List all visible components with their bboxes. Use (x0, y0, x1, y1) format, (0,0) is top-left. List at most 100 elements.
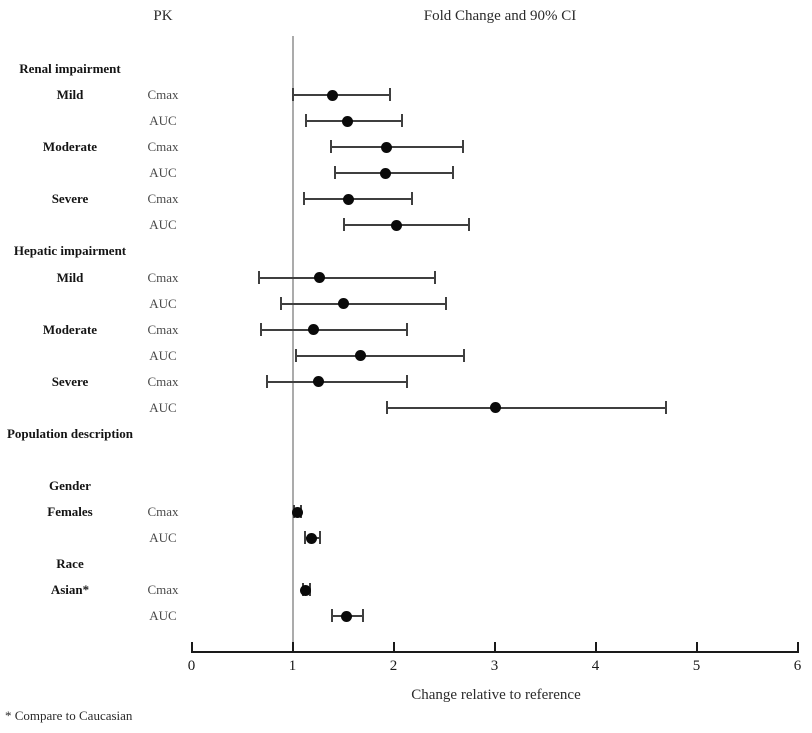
ci-cap-high (362, 609, 365, 623)
x-axis-tick (190, 641, 193, 651)
group-label: Mild (56, 87, 84, 103)
ci-cap-high (462, 140, 465, 154)
ci-line (334, 172, 454, 175)
group-label: Asian* (50, 582, 90, 598)
x-tick-label: 1 (288, 657, 297, 674)
ci-cap-low (266, 374, 269, 388)
x-axis-label: Change relative to reference (411, 687, 581, 703)
ci-line (281, 302, 446, 305)
ci-line (330, 146, 464, 149)
point-estimate (354, 350, 366, 362)
x-axis-tick (392, 641, 395, 651)
param-label: AUC (149, 347, 177, 363)
pk-column-title: PK (153, 8, 173, 24)
param-label: AUC (149, 399, 177, 415)
ci-cap-high (445, 296, 448, 310)
ci-line (303, 198, 412, 201)
param-label: Cmax (147, 191, 179, 207)
ci-line (387, 406, 667, 409)
param-label: Cmax (147, 582, 179, 598)
chart-title: Fold Change and 90% CI (423, 8, 577, 24)
point-estimate (379, 167, 391, 179)
ci-line (292, 94, 391, 97)
ci-cap-high (400, 114, 403, 128)
x-tick-label: 4 (591, 657, 600, 674)
x-axis-tick (695, 641, 698, 651)
group-label: Females (47, 504, 93, 520)
ci-cap-high (665, 400, 668, 414)
x-tick-label: 3 (490, 657, 499, 674)
x-tick-label: 0 (187, 657, 196, 674)
group-label: Mild (56, 269, 84, 285)
param-label: AUC (149, 165, 177, 181)
ci-cap-low (291, 88, 294, 102)
point-estimate (490, 402, 501, 414)
param-label: Cmax (147, 321, 179, 337)
ci-cap-high (405, 374, 408, 388)
ci-line (344, 224, 470, 227)
x-axis-tick (796, 641, 799, 651)
ci-cap-high (468, 218, 471, 232)
point-estimate (380, 141, 392, 153)
param-label: AUC (149, 217, 177, 233)
section-label: Renal impairment (19, 61, 121, 76)
x-tick-label: 2 (389, 657, 398, 674)
ci-line (261, 328, 407, 331)
ci-cap-high (463, 348, 466, 362)
param-label: Cmax (147, 373, 179, 389)
param-label: AUC (149, 113, 177, 129)
ci-cap-high (452, 166, 455, 180)
ci-cap-low (258, 270, 261, 284)
point-estimate (337, 298, 349, 310)
group-label: Gender (49, 478, 91, 494)
ci-line (259, 276, 435, 279)
ci-cap-high (318, 531, 321, 545)
ci-cap-low (330, 609, 333, 623)
param-label: Cmax (147, 269, 179, 285)
point-estimate (391, 219, 403, 231)
x-tick-label: 6 (793, 657, 802, 674)
param-label: AUC (149, 608, 177, 624)
point-estimate (341, 115, 353, 127)
point-estimate (314, 272, 326, 284)
x-axis-line (190, 650, 799, 653)
ci-cap-high (433, 270, 436, 284)
param-label: AUC (149, 295, 177, 311)
ci-cap-low (294, 348, 297, 362)
point-estimate (300, 584, 312, 596)
ci-cap-low (260, 322, 263, 336)
param-label: Cmax (147, 139, 179, 155)
footnote: * Compare to Caucasian (5, 708, 133, 723)
point-estimate (342, 193, 354, 205)
ci-cap-low (303, 531, 306, 545)
ci-cap-low (280, 296, 283, 310)
param-label: Cmax (147, 87, 179, 103)
ci-cap-low (333, 166, 336, 180)
point-estimate (308, 324, 320, 336)
param-label: Cmax (147, 504, 179, 520)
x-axis-tick (594, 641, 597, 651)
x-axis-tick (291, 641, 294, 651)
group-label: Moderate (42, 321, 98, 337)
reference-line (291, 36, 294, 652)
section-label: Hepatic impairment (13, 243, 127, 259)
ci-cap-low (386, 400, 389, 414)
point-estimate (340, 610, 352, 622)
point-estimate (306, 532, 318, 544)
ci-cap-low (329, 140, 332, 154)
ci-cap-high (405, 322, 408, 336)
group-label: Moderate (42, 139, 98, 155)
ci-cap-low (343, 218, 345, 232)
ci-cap-high (410, 192, 413, 206)
ci-line (267, 380, 407, 383)
param-label: AUC (149, 530, 177, 546)
section-label: Population description (6, 425, 134, 441)
x-tick-label: 5 (692, 657, 701, 674)
group-label: Severe (51, 373, 89, 389)
point-estimate (313, 376, 325, 388)
group-label: Severe (51, 191, 89, 207)
point-estimate (292, 506, 304, 518)
group-label: Race (56, 556, 84, 572)
ci-cap-high (389, 88, 392, 102)
